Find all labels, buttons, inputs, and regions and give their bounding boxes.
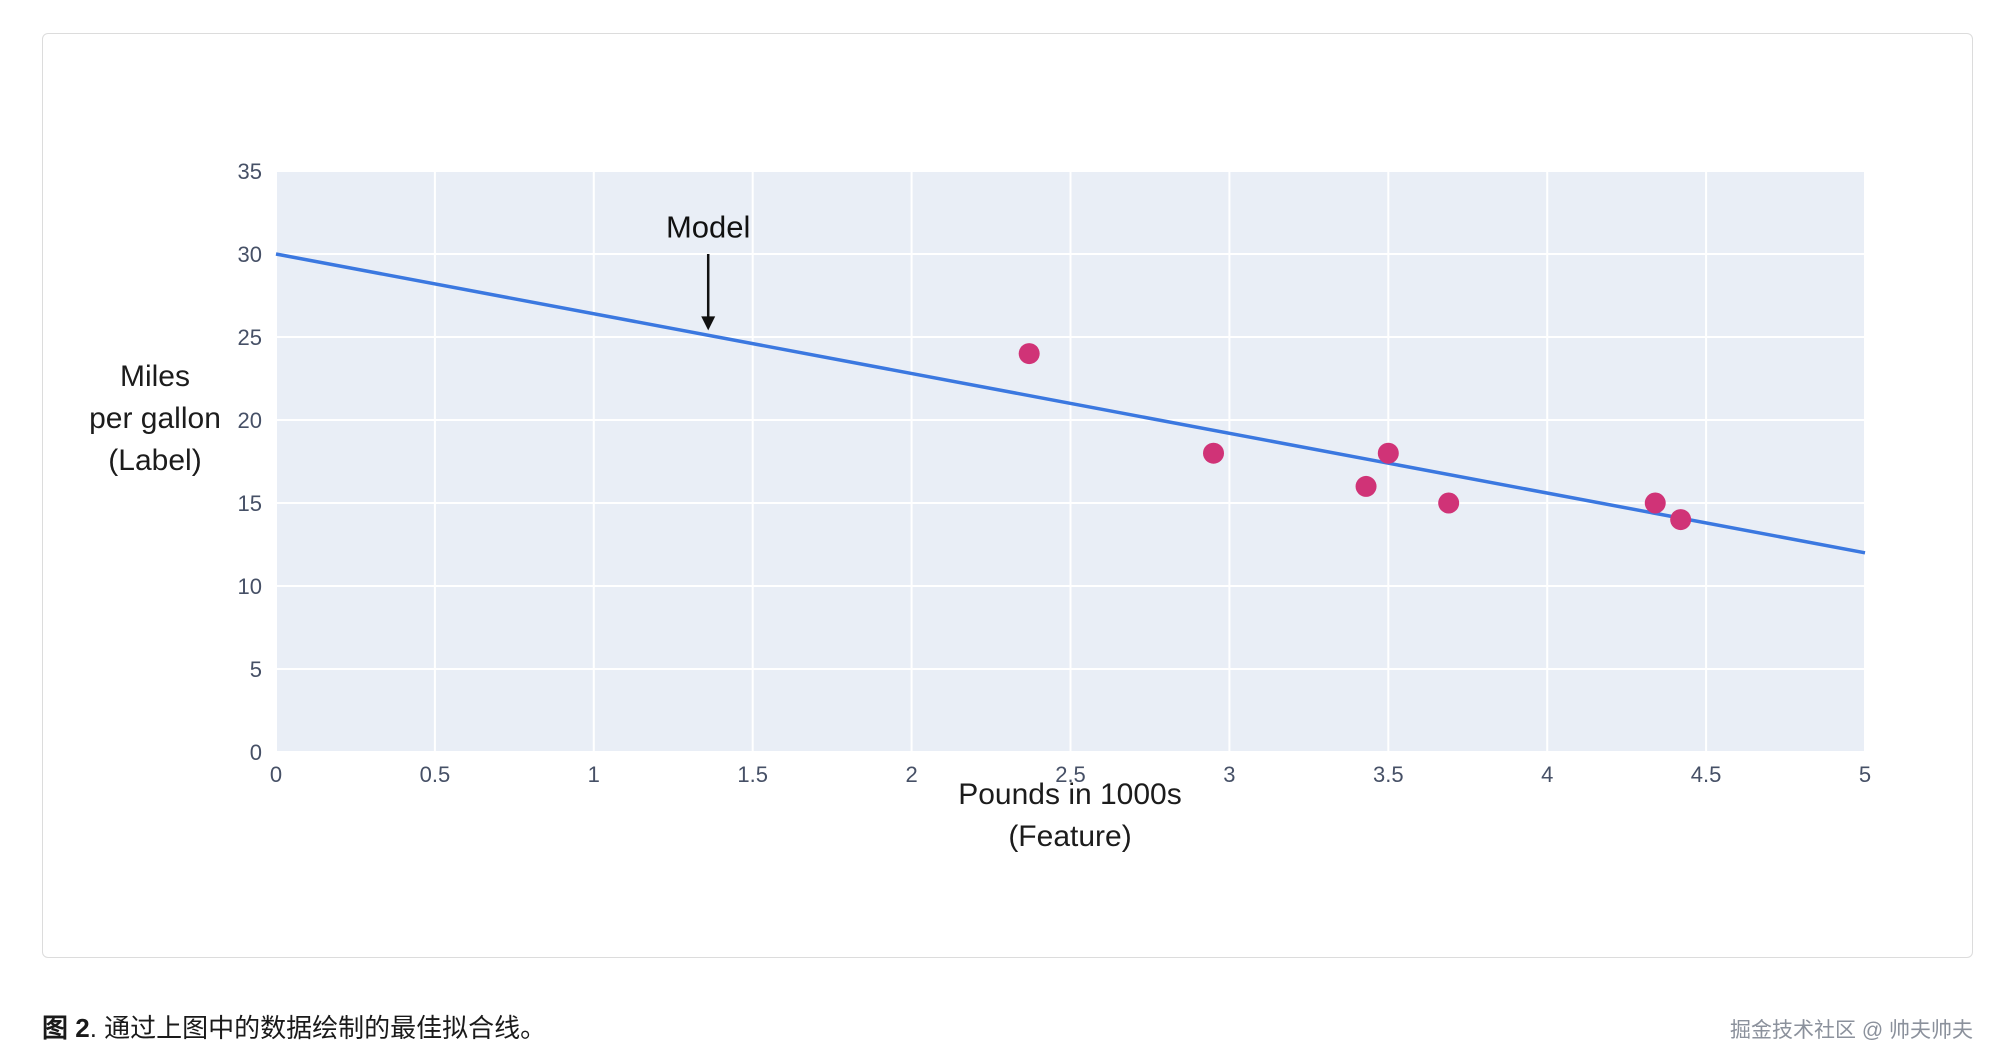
x-tick-label: 3.5 xyxy=(1373,762,1404,787)
figure-caption-text: . 通过上图中的数据绘制的最佳拟合线。 xyxy=(89,1013,547,1043)
figure-card: 0 0.5 1 1.5 2 2.5 3 3.5 4 4.5 5 0 5 10 15 20 25 30 35 Model xyxy=(42,33,1973,958)
y-tick-label: 30 xyxy=(238,242,262,267)
model-arrow-head xyxy=(701,316,716,331)
y-axis-label-line2: per gallon xyxy=(89,402,221,435)
y-tick-label: 20 xyxy=(238,408,262,433)
y-tick-label: 15 xyxy=(238,491,262,516)
figure-caption-number: 图 2 xyxy=(42,1013,90,1043)
x-tick-label: 1 xyxy=(588,762,600,787)
x-tick-label: 2.5 xyxy=(1055,762,1086,787)
y-axis-label: Miles per gallon (Label) xyxy=(40,356,270,482)
x-tick-label: 3 xyxy=(1223,762,1235,787)
y-tick-label: 10 xyxy=(238,574,262,599)
x-axis-label-line1: Pounds in 1000s xyxy=(958,778,1182,811)
x-tick-label: 4 xyxy=(1541,762,1553,787)
data-point xyxy=(1018,343,1040,365)
x-tick-label: 4.5 xyxy=(1691,762,1722,787)
model-fit-line xyxy=(275,252,1866,555)
x-axis-label-line2: (Feature) xyxy=(1008,820,1132,853)
x-axis-label: Pounds in 1000s (Feature) xyxy=(670,774,1470,858)
y-tick-label: 25 xyxy=(238,325,262,350)
x-tick-label: 0 xyxy=(270,762,282,787)
y-tick-label: 0 xyxy=(250,740,262,765)
scatter-chart: 0 0.5 1 1.5 2 2.5 3 3.5 4 4.5 5 0 5 10 15 20 25 30 35 Model xyxy=(238,159,1872,787)
figure-caption: 图 2. 通过上图中的数据绘制的最佳拟合线。 xyxy=(42,1008,546,1045)
data-point xyxy=(1355,475,1377,497)
y-tick-label: 5 xyxy=(250,657,262,682)
y-axis-label-line3: (Label) xyxy=(108,444,202,477)
data-point xyxy=(1644,492,1666,514)
watermark: 掘金技术社区 @ 帅夫帅夫 xyxy=(1730,1019,1973,1042)
data-point xyxy=(1438,492,1460,514)
x-tick-label: 2 xyxy=(905,762,917,787)
x-tick-label: 1.5 xyxy=(737,762,768,787)
data-point xyxy=(1670,509,1692,531)
y-tick-label: 35 xyxy=(238,159,262,184)
y-axis-label-line1: Miles xyxy=(119,360,190,393)
data-point xyxy=(1203,442,1225,464)
x-tick-label: 5 xyxy=(1859,762,1871,787)
model-annotation-label: Model xyxy=(666,209,750,244)
data-point xyxy=(1377,442,1399,464)
x-tick-label: 0.5 xyxy=(420,762,451,787)
